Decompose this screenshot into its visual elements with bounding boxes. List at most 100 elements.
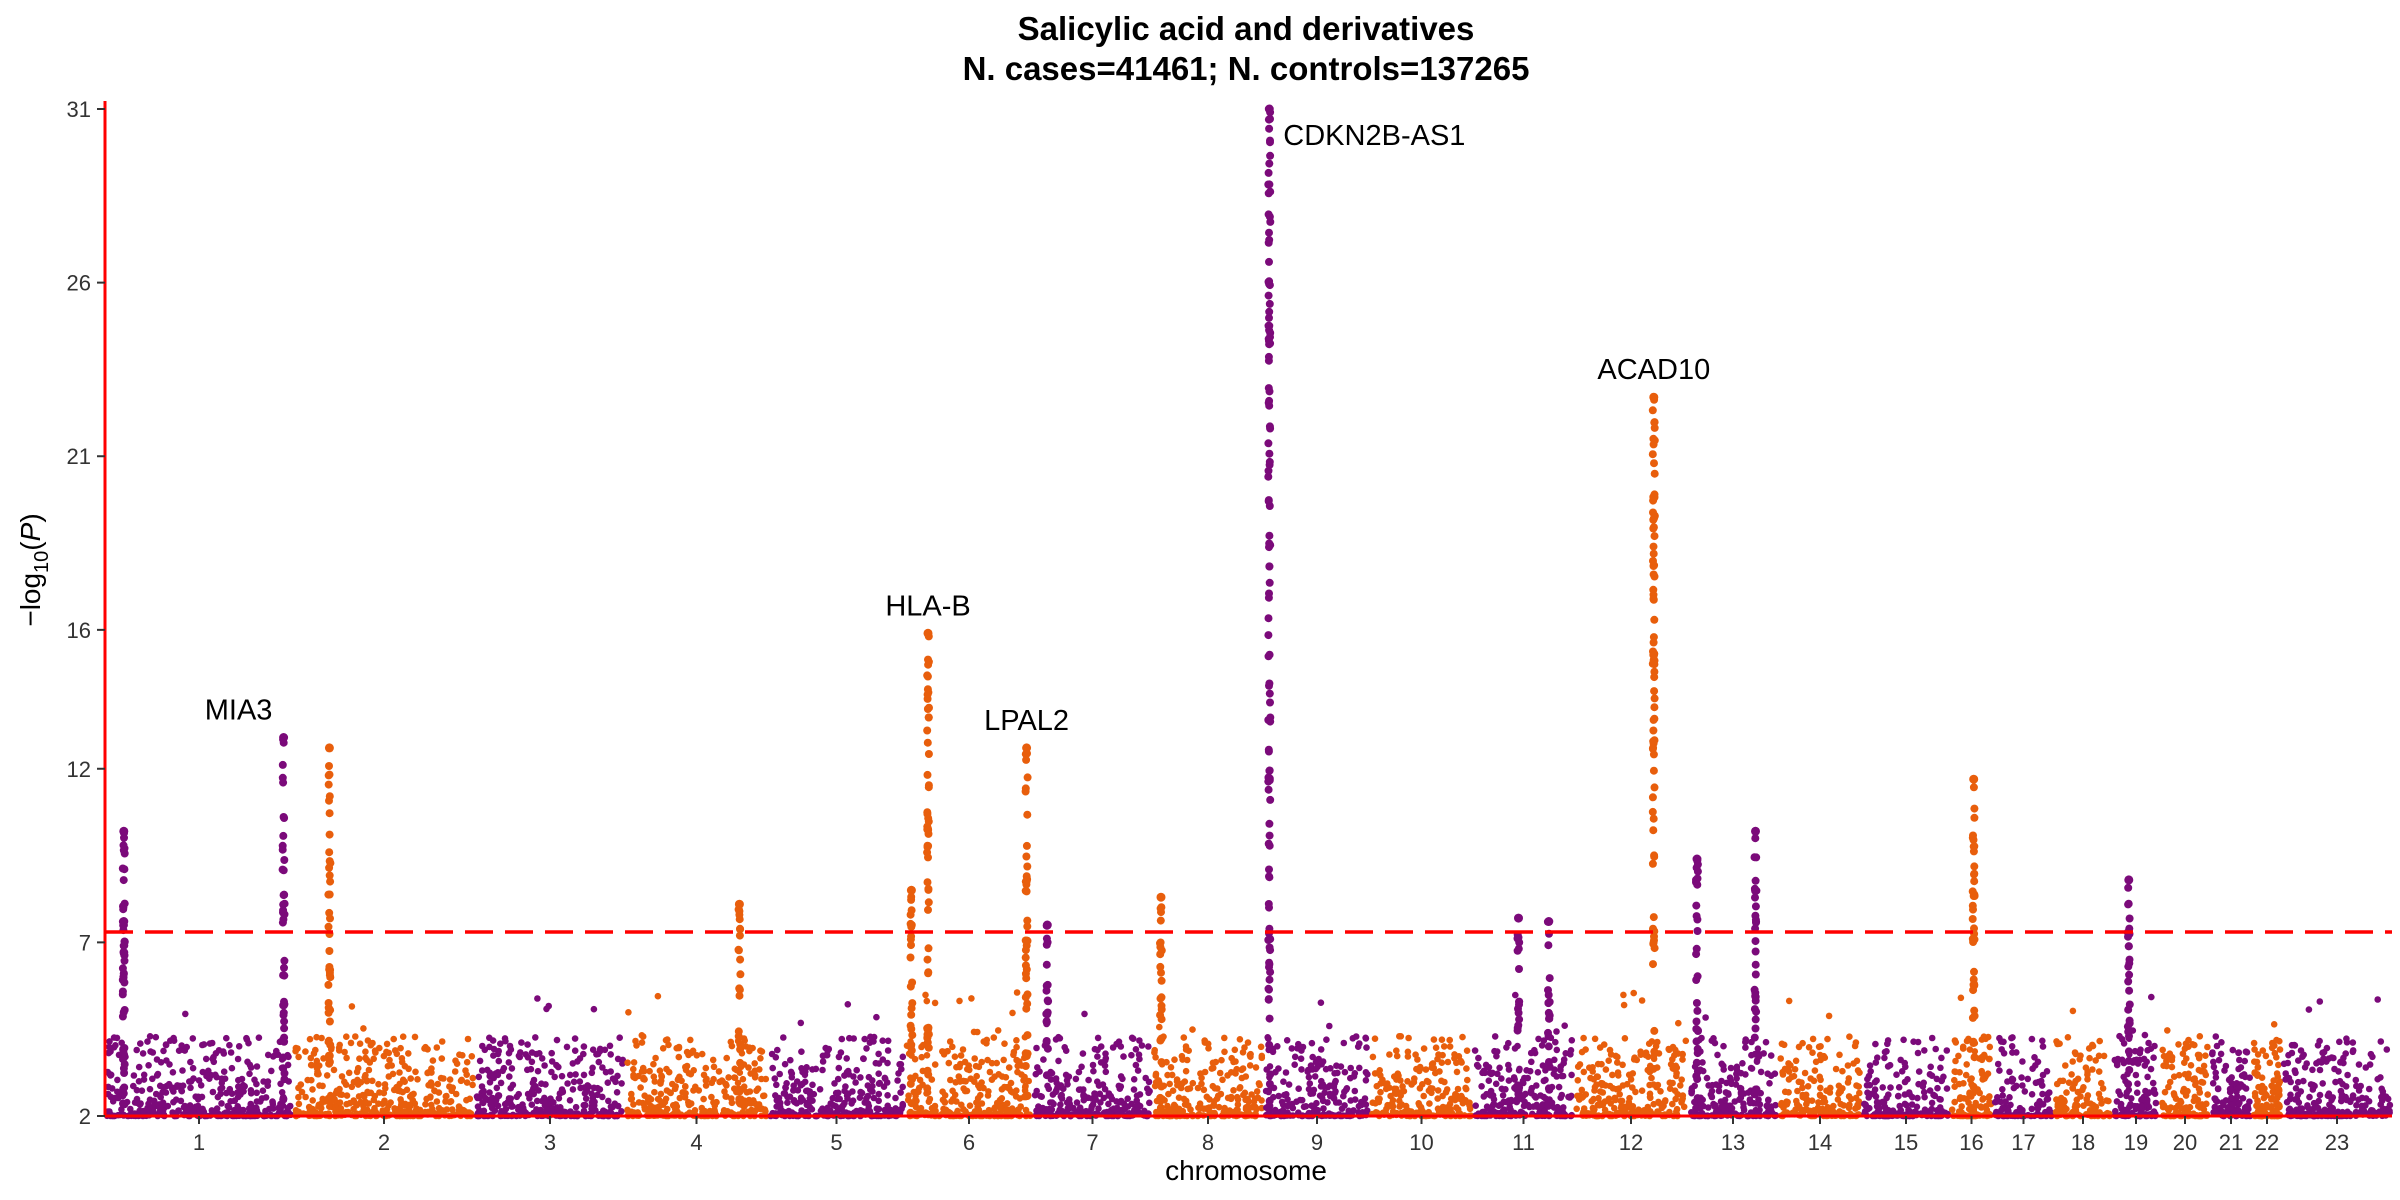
data-point <box>1629 1070 1637 1077</box>
data-point <box>114 1076 121 1084</box>
data-point <box>391 1105 398 1112</box>
data-point <box>189 1064 197 1072</box>
data-point <box>1022 1082 1029 1090</box>
data-point <box>1778 1040 1786 1048</box>
data-point <box>2344 1071 2351 1079</box>
data-point <box>594 1091 601 1099</box>
data-point <box>2215 1056 2223 1064</box>
data-point <box>262 1094 270 1101</box>
data-point <box>2237 1064 2245 1071</box>
data-point <box>475 1073 483 1081</box>
data-point <box>369 1077 376 1085</box>
data-point <box>446 1076 454 1083</box>
data-point <box>231 1097 239 1104</box>
data-point <box>1736 1084 1744 1092</box>
data-point <box>1554 1103 1561 1111</box>
data-point <box>657 1080 664 1087</box>
data-point <box>438 1055 446 1062</box>
data-point <box>375 1080 382 1088</box>
data-point <box>1801 1069 1809 1077</box>
data-point <box>1826 1089 1834 1096</box>
data-point <box>352 1033 359 1040</box>
data-point <box>856 1094 864 1101</box>
data-point <box>798 1107 805 1114</box>
data-point <box>1214 1092 1222 1100</box>
data-point <box>1135 1051 1143 1058</box>
data-point <box>1620 1001 1628 1009</box>
data-point <box>1979 1070 1986 1078</box>
data-point <box>974 1095 982 1102</box>
data-point <box>463 1058 471 1066</box>
data-point <box>2222 1062 2230 1070</box>
data-point <box>1905 1089 1913 1096</box>
data-point <box>962 1078 969 1085</box>
data-point <box>247 1090 255 1097</box>
data-point <box>665 1068 673 1076</box>
data-point <box>1982 1035 1989 1043</box>
data-point <box>1432 1044 1440 1051</box>
data-point <box>1458 1059 1465 1066</box>
data-point <box>2209 1050 2216 1058</box>
data-point <box>295 1053 302 1061</box>
data-point <box>1588 1097 1595 1105</box>
data-point <box>1234 1106 1241 1114</box>
data-point <box>619 1058 626 1066</box>
data-point <box>1910 1038 1917 1045</box>
data-point <box>1198 1074 1205 1082</box>
data-point <box>863 1095 870 1102</box>
data-point <box>1797 1106 1805 1113</box>
data-point <box>356 1055 363 1062</box>
data-point <box>1765 1096 1772 1104</box>
data-point <box>1640 1107 1648 1114</box>
data-point <box>1138 1042 1146 1049</box>
data-point <box>223 1034 230 1042</box>
data-point <box>2028 1035 2036 1043</box>
data-point <box>1541 1107 1548 1115</box>
data-point <box>1356 1064 1363 1072</box>
data-point <box>1475 1063 1482 1070</box>
data-point <box>605 1097 612 1105</box>
data-point <box>2005 1107 2012 1115</box>
data-point <box>672 1083 679 1090</box>
data-point <box>433 1098 441 1105</box>
data-point <box>1928 1072 1936 1079</box>
data-point <box>2274 1083 2281 1091</box>
data-point <box>241 1083 248 1090</box>
data-point <box>1341 1068 1349 1076</box>
data-point <box>595 1058 603 1066</box>
data-point <box>1232 1058 1239 1065</box>
data-point <box>2028 1091 2036 1098</box>
data-point <box>189 1035 197 1042</box>
data-point <box>1783 1101 1791 1108</box>
data-point <box>1033 1044 1040 1052</box>
data-point <box>1560 1059 1567 1067</box>
data-point <box>298 1088 306 1096</box>
data-point <box>2235 1049 2243 1056</box>
data-point <box>2250 1039 2258 1047</box>
data-point <box>356 1040 364 1047</box>
data-point <box>2295 1057 2302 1064</box>
data-point <box>2076 1056 2083 1063</box>
data-point <box>443 1092 450 1100</box>
data-point <box>2177 1099 2185 1106</box>
data-point <box>1553 1028 1560 1035</box>
data-point <box>1014 1062 1021 1070</box>
data-point <box>1453 1104 1460 1111</box>
data-point <box>1853 1082 1860 1089</box>
data-point <box>727 1038 735 1046</box>
data-point <box>719 1078 726 1085</box>
data-point <box>2113 1098 2121 1105</box>
data-point <box>2240 1071 2248 1078</box>
data-point <box>220 1068 228 1075</box>
data-point <box>1897 1056 1904 1064</box>
data-point <box>152 1033 160 1041</box>
data-point <box>1844 1062 1852 1069</box>
data-point <box>1511 1076 1518 1083</box>
data-point <box>869 1077 876 1084</box>
data-point <box>1480 1067 1488 1075</box>
data-point <box>1180 1034 1188 1041</box>
data-point <box>2187 1062 2195 1069</box>
data-point <box>1985 1055 1993 1063</box>
data-point <box>488 1104 496 1112</box>
data-point <box>630 1101 637 1108</box>
